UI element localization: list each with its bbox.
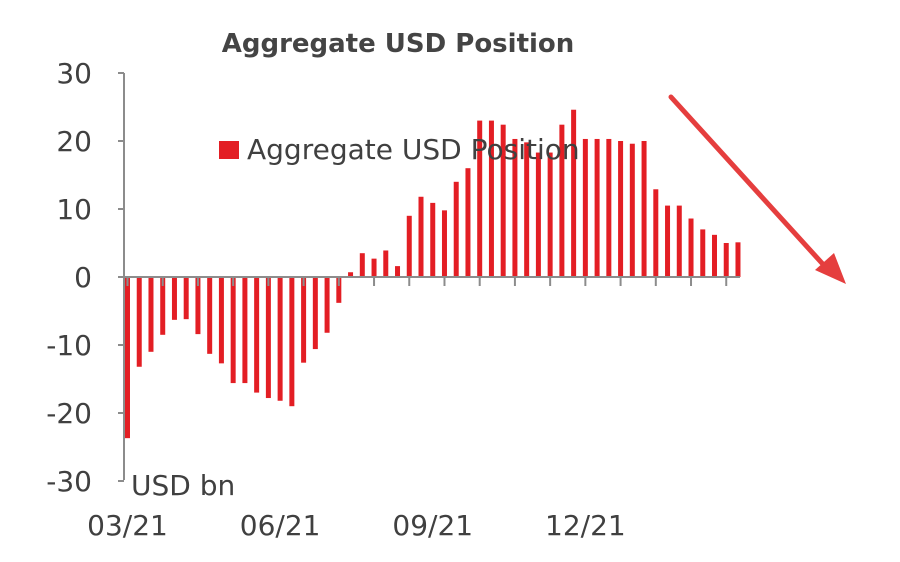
bar (195, 277, 201, 335)
bar (524, 142, 530, 277)
bar-series (125, 109, 741, 439)
bar (488, 120, 494, 277)
bar (324, 277, 330, 333)
x-tick-label: 06/21 (240, 509, 321, 542)
bar (383, 250, 389, 277)
bar (547, 152, 553, 277)
unit-label: USD bn (131, 469, 235, 502)
bar (277, 277, 283, 401)
legend-swatch (219, 141, 239, 159)
bar (136, 277, 142, 367)
x-tick-label: 12/21 (545, 509, 626, 542)
bar (453, 181, 459, 277)
bar (395, 266, 401, 277)
y-tick-label: 10 (56, 193, 92, 226)
y-tick-label: 0 (74, 261, 92, 294)
bar (336, 277, 342, 303)
x-tick-label: 09/21 (392, 509, 473, 542)
bar (242, 277, 248, 384)
bar (465, 168, 471, 277)
y-axis-ticks: 30 20 10 0 -10 -20 -30 (46, 57, 124, 498)
trend-arrow-head (815, 253, 846, 284)
bar (629, 143, 635, 277)
bar (477, 120, 483, 277)
y-tick-label: 30 (56, 57, 92, 90)
bar (359, 253, 365, 277)
trend-arrow (668, 94, 846, 284)
bar (688, 218, 694, 277)
bar (207, 277, 213, 354)
bar (712, 234, 717, 277)
bar (653, 189, 659, 277)
bar (735, 242, 741, 277)
bar (254, 277, 260, 393)
bar (618, 141, 624, 277)
bar (371, 258, 377, 277)
bar (676, 205, 682, 277)
y-tick-label: -10 (46, 329, 92, 362)
legend: Aggregate USD Position (219, 133, 580, 166)
trend-arrow-shaft (668, 94, 833, 275)
bar (594, 138, 600, 277)
bar (265, 277, 271, 399)
bar (606, 138, 612, 277)
legend-label: Aggregate USD Position (247, 133, 580, 166)
bar (641, 141, 647, 277)
y-tick-label: 20 (56, 125, 92, 158)
bar (512, 138, 518, 277)
bar (183, 277, 189, 320)
chart-title: Aggregate USD Position (222, 29, 575, 59)
bar (406, 215, 412, 277)
bar (441, 210, 447, 277)
bar (535, 152, 541, 277)
bar (571, 109, 577, 277)
bar (500, 124, 506, 278)
bar (301, 277, 307, 363)
bar (700, 229, 706, 277)
bar (430, 202, 436, 277)
bar (723, 243, 729, 277)
bar (559, 124, 565, 278)
x-axis-ticks: 03/21 06/21 09/21 12/21 (87, 277, 728, 542)
bar (125, 277, 130, 439)
bar (582, 138, 588, 277)
y-tick-label: -20 (46, 397, 92, 430)
bar (665, 205, 671, 277)
bar (160, 277, 166, 335)
bar (289, 277, 295, 407)
bar (171, 277, 177, 320)
bar (418, 196, 424, 277)
y-tick-label: -30 (46, 465, 92, 498)
bar (218, 277, 224, 364)
x-tick-label: 03/21 (87, 509, 168, 542)
bar (148, 277, 154, 352)
bar (348, 272, 354, 277)
bar (312, 277, 318, 350)
bar (230, 277, 236, 384)
